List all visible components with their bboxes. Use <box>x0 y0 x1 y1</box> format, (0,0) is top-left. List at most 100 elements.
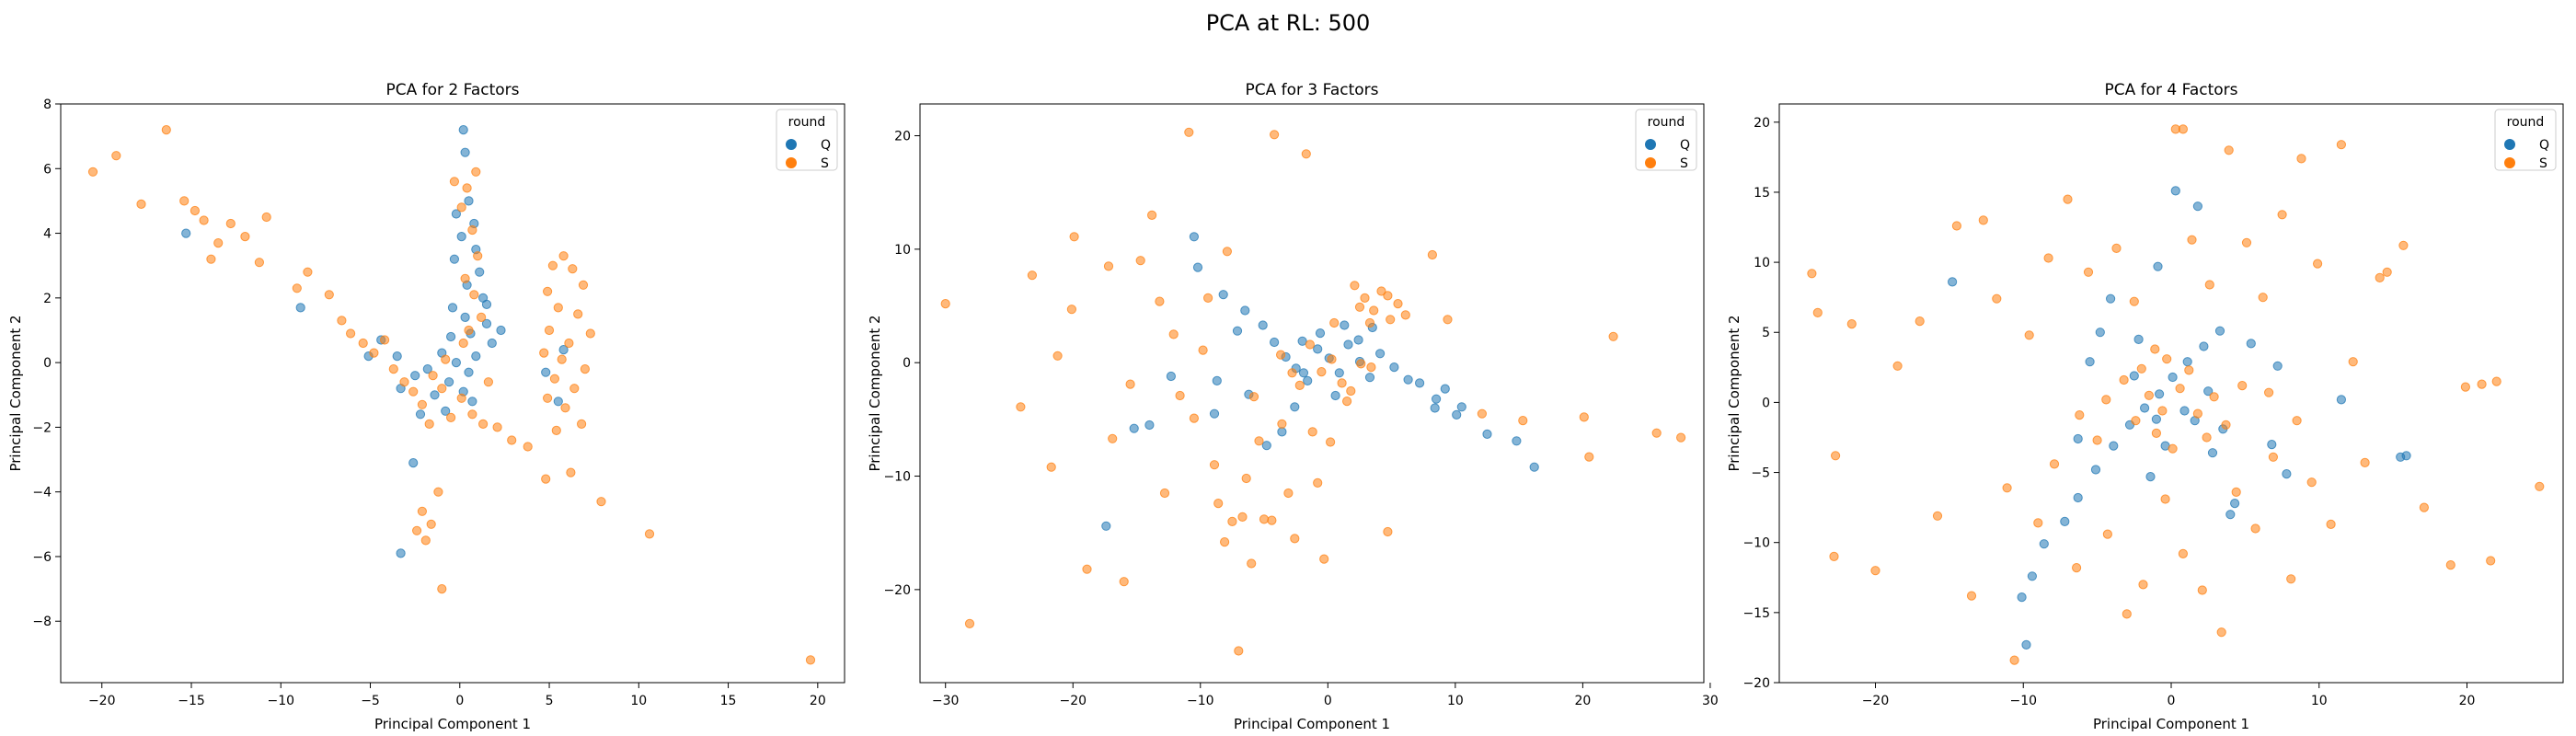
legend-entry-Q: Q <box>1680 138 1690 153</box>
point-S-5 <box>1870 566 1880 576</box>
y-tick-label: 0 <box>43 356 52 371</box>
point-S-21 <box>388 364 398 374</box>
point-Q-22 <box>2282 468 2292 479</box>
point-Q-20 <box>2225 510 2236 520</box>
point-S-18 <box>2049 459 2060 469</box>
point-Q-37 <box>408 458 419 468</box>
y-tick-label: 10 <box>894 243 911 258</box>
point-Q-27 <box>1290 402 1300 412</box>
point-Q-32 <box>415 409 426 420</box>
point-S-69 <box>1518 416 1528 426</box>
point-S-50 <box>1356 359 1366 369</box>
point-S-66 <box>1427 249 1438 260</box>
point-S-52 <box>469 290 479 300</box>
point-S-61 <box>1393 299 1403 309</box>
point-Q-40 <box>541 367 551 377</box>
point-S-47 <box>1327 354 1337 364</box>
legend: round QS <box>2494 109 2557 171</box>
point-S-40 <box>1307 427 1317 437</box>
point-S-58 <box>2477 379 2487 389</box>
point-S-51 <box>2360 457 2370 467</box>
point-Q-21 <box>422 364 432 374</box>
point-S-53 <box>1276 350 1286 360</box>
point-S-70 <box>2184 365 2194 375</box>
panel-title: PCA for 4 Factors <box>2104 81 2237 99</box>
y-tick-label: 2 <box>43 292 52 306</box>
point-S-51 <box>1366 362 1376 373</box>
point-S-57 <box>2460 382 2470 392</box>
point-S-46 <box>2306 477 2317 488</box>
legend-title: round <box>1648 115 1685 130</box>
point-Q-38 <box>2095 328 2105 338</box>
x-tick-label: −10 <box>2009 694 2037 708</box>
point-Q-3 <box>1240 305 1250 316</box>
point-S-2 <box>1027 270 1038 281</box>
point-S-27 <box>2138 580 2148 590</box>
figure-title: PCA at RL: 500 <box>1206 10 1371 36</box>
point-Q-14 <box>1364 373 1375 383</box>
point-S-55 <box>547 260 558 270</box>
point-S-58 <box>1369 305 1379 316</box>
point-S-42 <box>2268 452 2278 462</box>
point-S-48 <box>1337 378 1347 388</box>
y-axis-label: Principal Component 2 <box>7 315 24 471</box>
point-Q-43 <box>1330 390 1340 401</box>
point-S-53 <box>477 312 487 322</box>
data-points <box>87 125 816 665</box>
point-S-73 <box>2237 381 2248 391</box>
point-S-27 <box>1237 512 1248 523</box>
point-S-50 <box>2348 357 2358 367</box>
point-Q-40 <box>1456 402 1466 412</box>
point-S-20 <box>380 335 390 345</box>
point-S-6 <box>1892 361 1903 371</box>
point-S-2 <box>136 199 146 209</box>
y-tick-label: 15 <box>1754 186 1770 201</box>
point-S-51 <box>460 273 470 283</box>
point-Q-0 <box>2021 639 2031 650</box>
point-S-11 <box>254 258 264 268</box>
point-S-7 <box>1103 261 1114 271</box>
point-S-66 <box>2131 416 2141 426</box>
point-Q-11 <box>447 303 458 313</box>
y-tick-label: −8 <box>32 615 52 629</box>
point-S-10 <box>1125 379 1135 389</box>
point-S-10 <box>1966 591 1977 601</box>
point-Q-17 <box>1403 374 1413 385</box>
point-Q-8 <box>1303 375 1313 385</box>
point-S-32 <box>1259 514 1270 524</box>
x-tick-label: 20 <box>1574 694 1591 708</box>
point-Q-35 <box>2272 361 2283 371</box>
point-Q-18 <box>2207 448 2218 458</box>
point-Q-24 <box>430 390 440 400</box>
point-Q-14 <box>2214 326 2225 336</box>
y-tick-label: −10 <box>883 470 911 485</box>
point-Q-33 <box>1297 336 1307 346</box>
point-S-25 <box>2122 609 2132 619</box>
x-tick-label: −30 <box>932 694 960 708</box>
point-S-75 <box>1016 402 1026 412</box>
legend: round QS <box>1635 109 1697 171</box>
point-S-44 <box>1329 317 1340 328</box>
legend-entry-Q: Q <box>2539 138 2549 153</box>
point-Q-0 <box>458 125 468 135</box>
point-S-22 <box>2092 435 2102 445</box>
y-tick-label: 5 <box>1762 326 1770 340</box>
point-S-77 <box>2136 363 2146 374</box>
point-Q-17 <box>460 312 470 322</box>
point-Q-28 <box>392 351 402 362</box>
point-S-76 <box>1046 462 1056 472</box>
point-S-65 <box>2192 408 2202 419</box>
axes-frame <box>60 103 845 684</box>
point-S-4 <box>179 196 190 206</box>
point-Q-12 <box>2182 357 2192 367</box>
point-S-39 <box>433 487 443 497</box>
point-S-46 <box>1317 367 1327 377</box>
point-S-7 <box>1915 316 1925 327</box>
point-S-40 <box>417 506 427 516</box>
point-S-45 <box>2296 154 2306 164</box>
point-Q-33 <box>441 406 451 416</box>
point-S-3 <box>161 125 171 135</box>
point-S-75 <box>441 354 451 364</box>
legend-entry-Q: Q <box>821 138 831 153</box>
point-S-23 <box>1220 537 1230 547</box>
